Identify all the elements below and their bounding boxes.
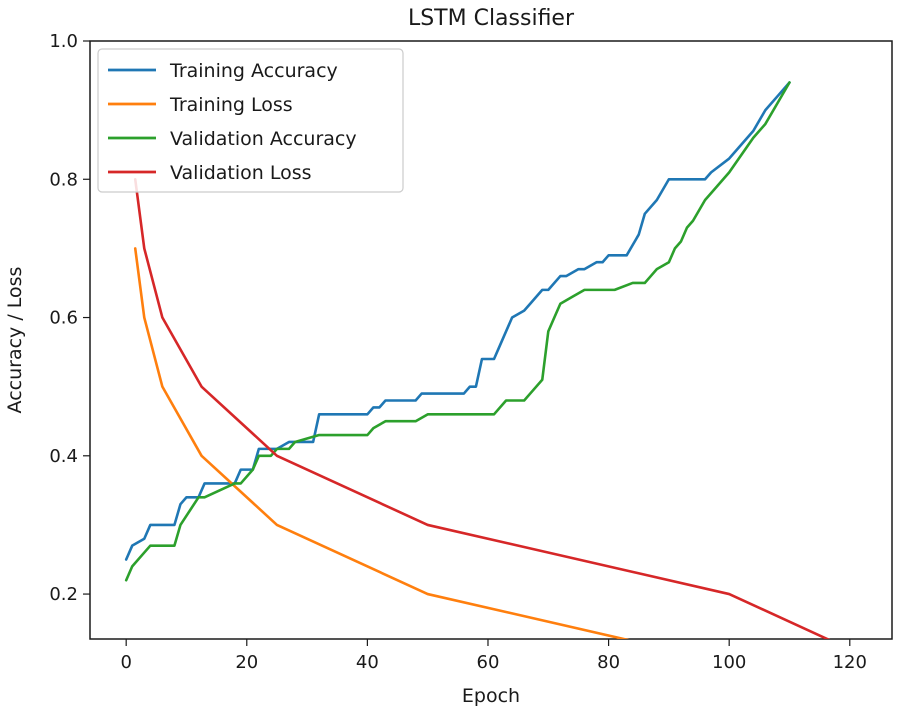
y-tick-label: 1.0 [49, 31, 78, 52]
legend-label: Validation Accuracy [170, 128, 357, 150]
x-tick-label: 120 [833, 652, 867, 673]
x-tick-label: 60 [477, 652, 500, 673]
legend-label: Training Loss [169, 94, 293, 116]
y-axis-label: Accuracy / Loss [4, 267, 26, 414]
series-line-training-loss [133, 247, 630, 639]
series-line-training-accuracy [124, 81, 791, 561]
x-tick-label: 80 [597, 652, 620, 673]
y-tick-label: 0.8 [49, 169, 78, 190]
y-tick-label: 0.4 [49, 446, 78, 467]
legend-label: Validation Loss [170, 162, 312, 184]
legend-label: Training Accuracy [169, 60, 338, 82]
x-tick-label: 0 [120, 652, 131, 673]
x-tick-label: 40 [356, 652, 379, 673]
x-axis-label: Epoch [462, 685, 520, 707]
y-tick-label: 0.2 [49, 584, 78, 605]
legend: Training Accuracy Training Loss Validation… [97, 48, 404, 193]
series-line-validation-accuracy [124, 81, 791, 582]
x-tick-label: 100 [712, 652, 746, 673]
chart-title: LSTM Classifier [408, 6, 575, 31]
legend-box [97, 48, 404, 193]
series-line-validation-loss [133, 177, 831, 639]
y-tick-label: 0.6 [49, 308, 78, 329]
x-tick-label: 20 [235, 652, 258, 673]
plot-frame [89, 40, 893, 640]
